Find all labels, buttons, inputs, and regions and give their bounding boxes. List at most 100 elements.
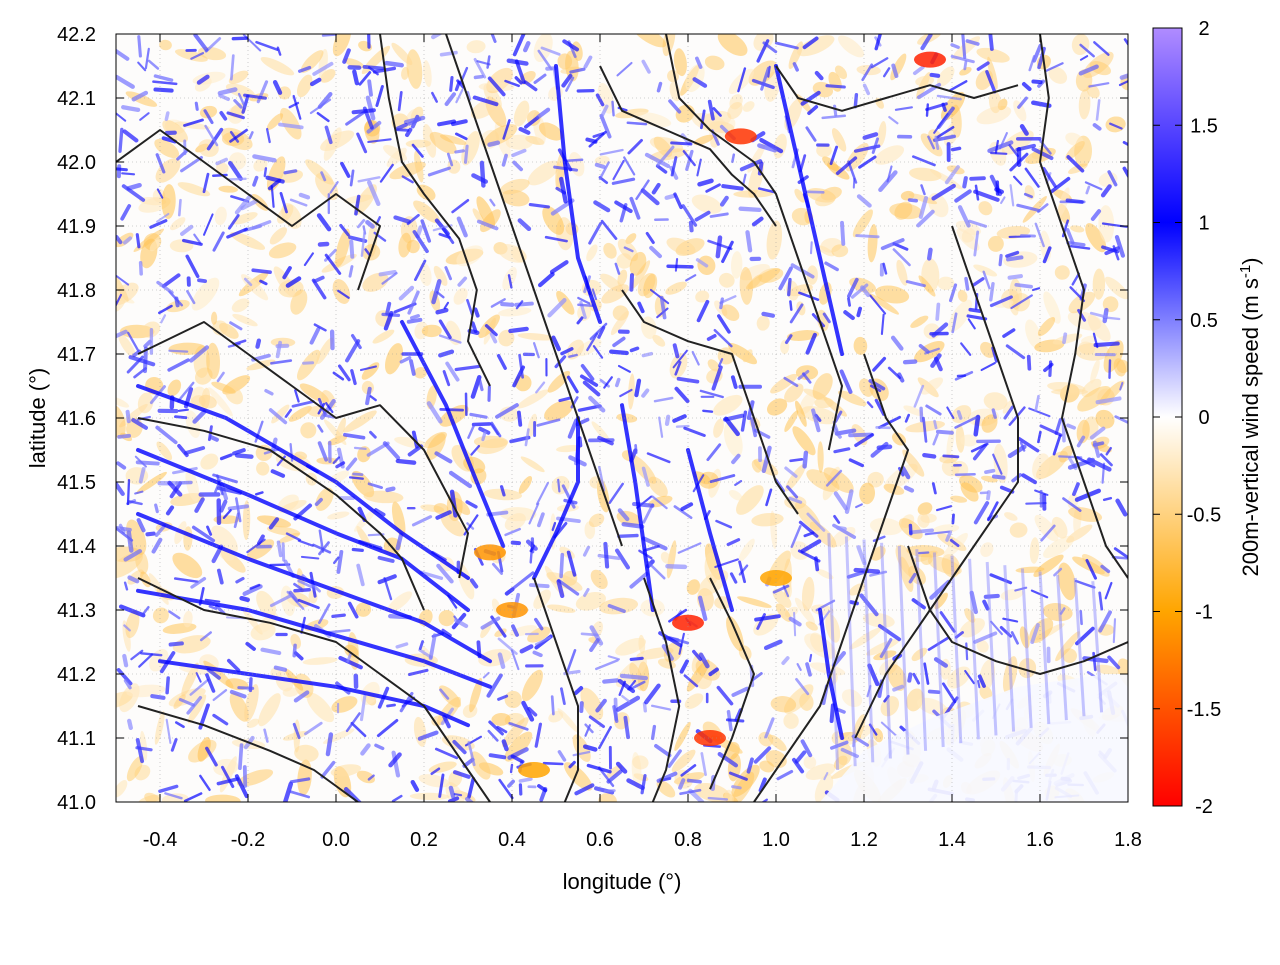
- field-cell-positive: [691, 223, 692, 231]
- field-cell-positive: [387, 489, 393, 490]
- x-tick-label: 1.2: [850, 829, 878, 851]
- field-cell-positive: [587, 140, 595, 142]
- field-cell-positive: [611, 352, 627, 353]
- field-cell-positive: [283, 544, 284, 560]
- field-cell-positive: [476, 309, 478, 315]
- field-cell-positive: [276, 668, 285, 670]
- colorbar: -2-1.5-1-0.500.511.52 200m-vertical wind…: [1153, 18, 1263, 818]
- field-cell-positive: [1008, 257, 1021, 259]
- field-cell-positive: [970, 310, 979, 311]
- field-cell-positive: [748, 232, 751, 250]
- field-cell-positive: [667, 196, 675, 198]
- field-cell-positive: [120, 129, 122, 151]
- field-cell-positive: [832, 705, 833, 721]
- field-cell-positive: [636, 381, 639, 395]
- field-cell-positive: [988, 492, 989, 498]
- field-cell-positive: [490, 143, 498, 145]
- field-cell-positive: [520, 779, 531, 781]
- field-cell-positive: [354, 474, 362, 475]
- field-cell-positive: [965, 62, 966, 69]
- field-cell-positive: [369, 81, 371, 94]
- field-cell-positive: [838, 528, 845, 529]
- field-cell-positive: [991, 284, 993, 300]
- field-cell-positive: [301, 195, 308, 198]
- field-cell-positive: [129, 185, 140, 188]
- field-cell-positive: [645, 704, 646, 711]
- field-cell-positive: [764, 314, 773, 316]
- field-cell-positive: [387, 304, 389, 314]
- field-cell-positive: [622, 676, 646, 678]
- field-cell-positive: [810, 655, 811, 661]
- field-cell-positive: [439, 122, 454, 125]
- field-cell-positive: [794, 613, 795, 635]
- field-cell-positive: [513, 543, 519, 544]
- field-cell-positive: [229, 179, 246, 180]
- field-cell-positive: [703, 411, 712, 412]
- field-cell-positive: [1064, 334, 1065, 342]
- field-cell-positive: [482, 163, 484, 186]
- field-cell-positive: [959, 412, 961, 418]
- field-cell-positive: [488, 57, 490, 68]
- field-cell-positive: [966, 644, 967, 660]
- field-cell-positive: [124, 656, 126, 665]
- field-cell-positive: [558, 480, 559, 492]
- field-cell-positive: [905, 362, 915, 363]
- y-tick-label: 41.9: [57, 216, 96, 238]
- field-cell-positive: [407, 130, 410, 135]
- field-cell-positive: [964, 178, 966, 186]
- field-cell-positive: [659, 84, 661, 91]
- field-cell-positive: [807, 192, 823, 193]
- field-cell-positive: [741, 209, 760, 210]
- field-cell-positive: [451, 78, 452, 91]
- y-tick-label: 42.1: [57, 88, 96, 110]
- field-cell-positive: [139, 37, 141, 56]
- field-cell-positive: [354, 110, 374, 112]
- x-tick-label: 1.0: [762, 829, 790, 851]
- field-cell-positive: [993, 410, 995, 417]
- field-cell-positive: [470, 331, 478, 333]
- field-cell-negative: [1051, 389, 1088, 395]
- field-cell-positive: [1026, 503, 1045, 504]
- field-cell-positive: [921, 408, 922, 420]
- field-cell-positive: [628, 123, 646, 124]
- field-cell-positive: [631, 275, 632, 290]
- field-cell-positive: [689, 781, 701, 782]
- field-cell-positive: [328, 735, 331, 755]
- field-cell-positive: [733, 377, 736, 387]
- y-tick-label: 41.8: [57, 280, 96, 302]
- field-cell-positive: [927, 105, 928, 116]
- field-cell-positive: [279, 542, 281, 555]
- field-cell-positive: [668, 566, 685, 567]
- field-cell-positive: [129, 533, 132, 551]
- field-cell-positive: [790, 302, 791, 310]
- field-cell-positive: [938, 432, 952, 433]
- field-cell-positive: [978, 681, 979, 687]
- field-cell-positive: [1068, 425, 1074, 427]
- colorbar-tick-label: 0: [1198, 407, 1209, 429]
- field-cell-positive: [441, 409, 463, 410]
- negative-extremum-3: [694, 730, 726, 746]
- field-cell-positive: [1081, 611, 1082, 624]
- field-cell-positive: [510, 329, 526, 331]
- field-cell-positive: [438, 310, 447, 312]
- field-cell-positive: [230, 506, 247, 508]
- field-cell-positive: [333, 615, 344, 616]
- colorbar-tick-label: 0.5: [1190, 310, 1218, 332]
- y-tick-label: 41.2: [57, 664, 96, 686]
- y-tick-label: 41.6: [57, 408, 96, 430]
- field-cell-positive: [858, 309, 860, 316]
- field-cell-positive: [398, 461, 414, 463]
- x-tick-label: -0.2: [231, 829, 265, 851]
- field-cell-positive: [849, 299, 850, 306]
- field-cell-positive: [1104, 498, 1111, 500]
- field-cell-positive: [119, 436, 129, 437]
- field-cell-positive: [733, 787, 741, 788]
- field-cell-positive: [632, 348, 638, 350]
- field-cell-positive: [910, 525, 911, 533]
- field-cell-positive: [935, 421, 936, 428]
- field-cell-positive: [976, 417, 978, 434]
- field-cell-positive: [211, 437, 217, 440]
- field-cell-positive: [966, 279, 968, 289]
- field-cell-positive: [625, 718, 628, 737]
